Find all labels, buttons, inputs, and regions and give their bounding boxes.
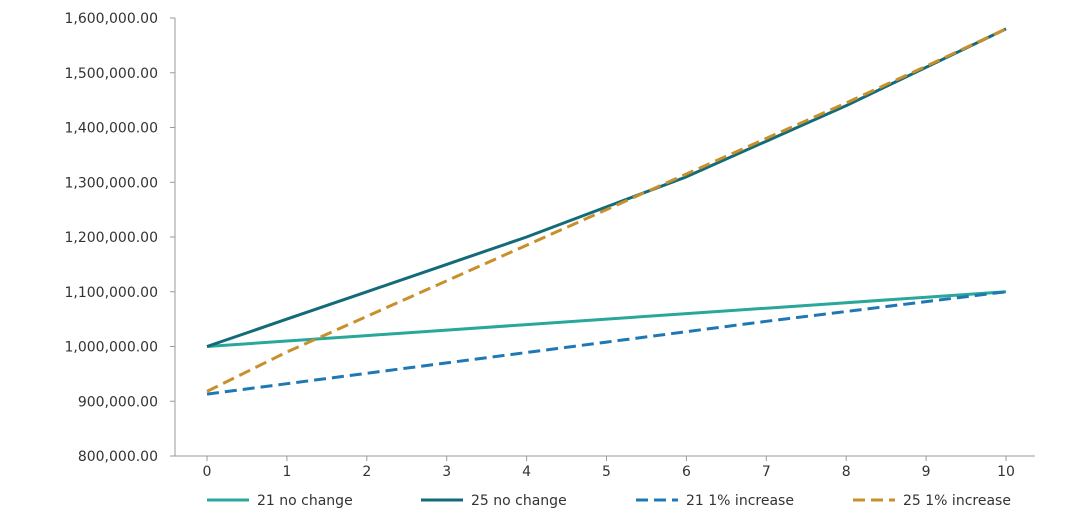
y-tick-label: 900,000.00 [78,394,158,410]
legend-label: 21 no change [257,493,353,509]
series-lines [206,27,1007,396]
legend: 21 no change 25 no change 21 1% increase 25… [207,493,1011,509]
y-tick-label: 1,000,000.00 [64,340,158,356]
series-line-21-no-change [206,290,1007,348]
y-tick-label: 1,300,000.00 [64,175,158,191]
x-axis: 0 1 2 3 4 5 6 7 8 9 10 [175,455,1035,480]
x-tick-label: 10 [997,464,1015,480]
y-tick-label: 1,400,000.00 [64,121,158,137]
legend-label: 21 1% increase [686,493,794,509]
series-line-25-no-change [206,27,1007,348]
y-axis: 800,000.00 900,000.00 1,000,000.00 1,100,00… [64,11,176,465]
x-tick-label: 8 [842,464,851,480]
x-tick-label: 7 [762,464,771,480]
series-line-25-1-increase [206,27,1007,393]
y-tick-label: 1,200,000.00 [64,230,158,246]
series-line-21-1-increase [206,290,1007,396]
y-tick-label: 1,500,000.00 [64,66,158,82]
legend-item: 21 no change [207,493,353,509]
x-tick-label: 2 [362,464,371,480]
y-tick-label: 1,600,000.00 [64,11,158,27]
y-tick-label: 800,000.00 [78,449,158,465]
legend-label: 25 1% increase [903,493,1011,509]
legend-item: 21 1% increase [636,493,794,509]
legend-item: 25 1% increase [853,493,1011,509]
legend-label: 25 no change [471,493,567,509]
x-tick-label: 3 [442,464,451,480]
x-tick-label: 9 [922,464,931,480]
y-tick-label: 1,100,000.00 [64,285,158,301]
legend-item: 25 no change [421,493,567,509]
x-tick-label: 6 [682,464,691,480]
x-tick-label: 4 [522,464,531,480]
x-tick-label: 5 [602,464,611,480]
x-tick-label: 1 [282,464,291,480]
x-tick-label: 0 [203,464,212,480]
